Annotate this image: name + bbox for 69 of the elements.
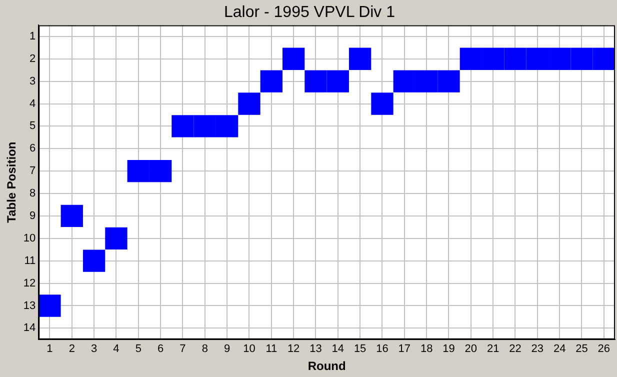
- x-tick-label: 18: [420, 343, 433, 356]
- point: [60, 204, 83, 228]
- x-axis-title: Round: [308, 359, 346, 374]
- y-tick-label: 5: [30, 120, 36, 132]
- y-tick-label: 12: [23, 277, 36, 290]
- point: [415, 70, 438, 92]
- x-tick-label: 1: [46, 343, 53, 356]
- x-tick-label: 21: [486, 343, 500, 356]
- y-tick-label: 2: [30, 52, 36, 65]
- y-tick-label: 11: [24, 254, 36, 267]
- x-tick-label: 24: [553, 343, 566, 356]
- point: [548, 48, 571, 70]
- point: [282, 48, 305, 70]
- x-tick-label: 15: [354, 343, 366, 356]
- point: [570, 48, 593, 70]
- y-tick-label: 1: [30, 30, 36, 42]
- point: [194, 115, 216, 138]
- x-tick-label: 14: [332, 343, 344, 356]
- point: [304, 70, 327, 92]
- point: [127, 160, 150, 182]
- x-tick-label: 26: [598, 343, 610, 356]
- x-tick-label: 9: [224, 343, 230, 356]
- point: [216, 115, 238, 138]
- x-tick-label: 19: [442, 343, 455, 356]
- y-tick-label: 7: [30, 165, 36, 178]
- point: [238, 92, 260, 115]
- x-tick-label: 10: [243, 343, 256, 356]
- point: [438, 70, 460, 92]
- x-tick-label: 16: [376, 343, 388, 356]
- y-tick-label: 9: [30, 210, 36, 222]
- x-tick-label: 5: [135, 343, 142, 356]
- x-tick-label: 17: [398, 343, 411, 356]
- point: [38, 294, 61, 317]
- point: [260, 70, 282, 92]
- y-axis-title: Table Position: [4, 142, 19, 223]
- point: [82, 250, 106, 272]
- x-tick-label: 13: [310, 343, 322, 356]
- y-tick-label: 10: [23, 232, 36, 244]
- x-tick-label: 20: [464, 343, 478, 356]
- y-tick-label: 14: [23, 322, 36, 334]
- point: [105, 227, 128, 250]
- y-tick-label: 8: [30, 188, 36, 200]
- x-tick-label: 22: [509, 343, 522, 356]
- x-tick-label: 11: [266, 343, 278, 356]
- x-tick-label: 6: [157, 343, 164, 356]
- point: [504, 48, 526, 70]
- x-tick-label: 12: [287, 343, 300, 356]
- point: [460, 48, 482, 70]
- y-tick-label: 4: [30, 98, 36, 110]
- y-tick-label: 13: [23, 300, 36, 312]
- x-tick-label: 8: [202, 343, 208, 356]
- x-tick-label: 2: [68, 343, 75, 356]
- x-tick-label: 3: [90, 343, 98, 356]
- point: [592, 48, 615, 70]
- x-tick-label: 23: [531, 343, 544, 356]
- x-tick-label: 4: [113, 343, 120, 356]
- point: [326, 70, 349, 92]
- x-tick-label: 25: [576, 343, 588, 356]
- y-tick-label: 3: [30, 75, 36, 88]
- point: [526, 48, 548, 70]
- point: [482, 48, 504, 70]
- chart-title: Lalor - 1995 VPVL Div 1: [224, 4, 396, 22]
- point: [172, 115, 194, 138]
- x-tick-label: 7: [180, 343, 186, 356]
- point: [393, 70, 416, 92]
- y-tick-label: 6: [30, 142, 36, 155]
- point: [149, 160, 172, 182]
- point: [371, 92, 394, 115]
- point: [348, 48, 372, 70]
